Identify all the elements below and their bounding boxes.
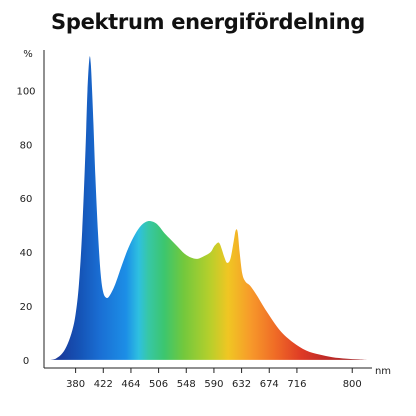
y-tick-label: 40 — [20, 248, 33, 259]
x-tick-label: 590 — [204, 379, 223, 390]
y-tick-label: 100 — [16, 86, 35, 97]
x-tick-label: 464 — [121, 379, 140, 390]
y-ticks: 0 20 40 60 80 100 — [16, 86, 35, 366]
y-tick-label: 0 — [23, 356, 29, 367]
y-tick-label: 80 — [20, 140, 33, 151]
x-tick-label: 380 — [66, 379, 85, 390]
x-tick-label: 632 — [232, 379, 251, 390]
x-tick-label: 674 — [260, 379, 279, 390]
x-ticks: 380 422 464 506 548 590 632 674 716 800 — [66, 368, 362, 390]
y-tick-label: 60 — [20, 194, 33, 205]
x-tick-label: 800 — [343, 379, 362, 390]
x-tick-label: 422 — [94, 379, 113, 390]
spectrum-area — [49, 56, 369, 360]
x-tick-label: 548 — [177, 379, 196, 390]
y-tick-label: 20 — [20, 302, 33, 313]
x-tick-label: 716 — [287, 379, 306, 390]
chart-title: Spektrum energifördelning — [51, 10, 365, 34]
x-tick-label: 506 — [149, 379, 168, 390]
x-axis-unit: nm — [375, 366, 391, 377]
y-axis-unit: % — [23, 49, 33, 60]
